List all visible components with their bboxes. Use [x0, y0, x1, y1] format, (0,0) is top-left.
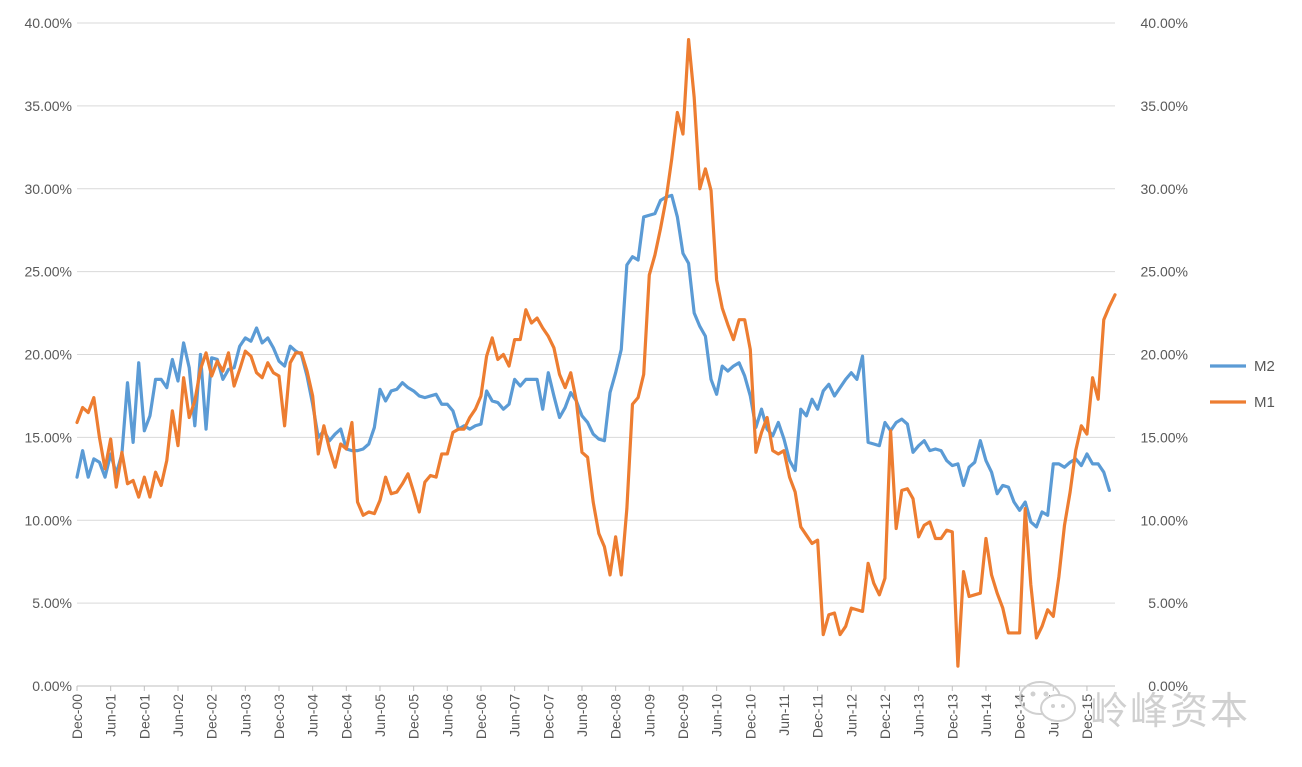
y-tick-label-left: 30.00% [25, 181, 72, 197]
y-tick-label-left: 0.00% [32, 678, 72, 694]
x-tick-label: Jun-09 [641, 694, 657, 737]
x-tick-label: Dec-15 [1079, 694, 1095, 739]
y-tick-label-right: 15.00% [1141, 429, 1188, 445]
watermark: 岭峰资本 [1016, 676, 1266, 733]
y-tick-label-right: 40.00% [1141, 15, 1188, 31]
y-tick-label-right: 20.00% [1141, 347, 1188, 363]
y-tick-label-left: 15.00% [25, 429, 72, 445]
y-axis-right: 0.00% 5.00% 10.00% 15.00% 20.00% 25.00% 30.00%… [1141, 15, 1188, 694]
x-tick-label: Jun-01 [103, 694, 119, 737]
x-tick-label: Dec-00 [69, 694, 85, 739]
y-axis-left: 0.00% 5.00% 10.00% 15.00% 20.00% 25.00% 30.00%… [25, 15, 72, 694]
x-tick-label: Jun-04 [305, 694, 321, 737]
wechat-icon [1019, 681, 1076, 722]
y-tick-label-left: 10.00% [25, 512, 72, 528]
y-tick-label-right: 30.00% [1141, 181, 1188, 197]
y-tick-label-right: 10.00% [1141, 512, 1188, 528]
legend-label-m2: M2 [1254, 358, 1275, 375]
x-tick-label: Dec-11 [810, 694, 826, 738]
x-tick-label: Dec-02 [204, 694, 220, 739]
series-line-m1 [75, 37, 1117, 668]
x-tick-label: Jun-14 [978, 694, 994, 737]
y-tick-label-left: 5.00% [32, 595, 72, 611]
y-tick-label-left: 20.00% [25, 347, 72, 363]
watermark-text: 岭峰资本 [1090, 689, 1251, 733]
x-tick-label: Dec-10 [742, 694, 758, 739]
gridlines [77, 22, 1115, 687]
x-tick-label: Dec-09 [675, 694, 691, 739]
x-tick-label: Dec-04 [338, 694, 354, 739]
y-tick-label-right: 0.00% [1148, 678, 1188, 694]
x-tick-label: Jun-10 [709, 694, 725, 737]
x-tick-label: Jun-13 [911, 694, 927, 737]
y-tick-label-right: 25.00% [1141, 264, 1188, 280]
x-tick-label: Jun-07 [507, 694, 523, 737]
y-tick-label-left: 35.00% [25, 98, 72, 114]
x-tick-label: Jun-03 [237, 694, 253, 737]
y-tick-label-right: 5.00% [1148, 595, 1188, 611]
x-tick-label: Dec-14 [1012, 694, 1028, 739]
x-tick-label: Dec-12 [877, 694, 893, 739]
x-axis: Dec-00 Jun-01 Dec-01 Jun-02 Dec-02 Jun-03 Dec-… [69, 686, 1095, 739]
x-tick-label: Jun-06 [439, 694, 455, 737]
x-tick-label: Dec-07 [540, 694, 556, 739]
x-tick-label: Dec-06 [473, 694, 489, 739]
x-tick-label: Jun-11 [776, 694, 792, 736]
x-tick-label: Dec-08 [608, 694, 624, 739]
y-tick-label-left: 40.00% [25, 15, 72, 31]
y-tick-label-left: 25.00% [25, 264, 72, 280]
x-tick-label: Jun-12 [843, 694, 859, 737]
x-tick-label: Dec-01 [136, 694, 152, 739]
series-line-m2 [75, 193, 1111, 529]
legend: M2 M1 [1210, 358, 1275, 411]
legend-label-m1: M1 [1254, 394, 1275, 411]
x-tick-label: Jun-02 [170, 694, 186, 737]
x-tick-label: Jun-08 [574, 694, 590, 737]
series-layer [75, 37, 1117, 668]
x-tick-label: Dec-03 [271, 694, 287, 739]
x-tick-label: Dec-13 [944, 694, 960, 739]
y-tick-label-right: 35.00% [1141, 98, 1188, 114]
x-tick-label: Dec-05 [406, 694, 422, 739]
x-tick-label: Jun-05 [372, 694, 388, 737]
